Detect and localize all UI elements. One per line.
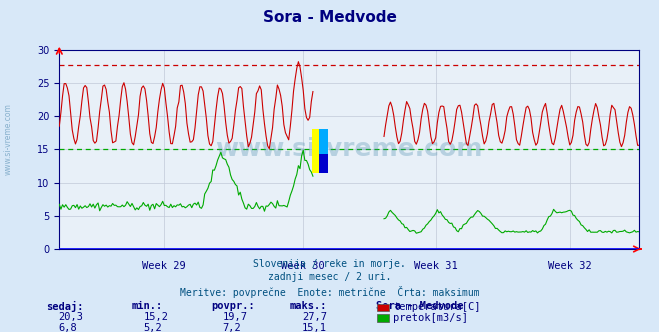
Text: Meritve: povprečne  Enote: metrične  Črta: maksimum: Meritve: povprečne Enote: metrične Črta:… [180, 286, 479, 297]
Text: Week 29: Week 29 [142, 261, 186, 271]
Text: zadnji mesec / 2 uri.: zadnji mesec / 2 uri. [268, 272, 391, 282]
Text: Week 30: Week 30 [281, 261, 325, 271]
Text: 15,2: 15,2 [144, 312, 169, 322]
Text: 6,8: 6,8 [58, 323, 76, 332]
Text: 27,7: 27,7 [302, 312, 327, 322]
Text: povpr.:: povpr.: [211, 301, 254, 311]
Text: min.:: min.: [132, 301, 163, 311]
FancyBboxPatch shape [319, 129, 328, 173]
Text: pretok[m3/s]: pretok[m3/s] [393, 313, 469, 323]
Text: Slovenija / reke in morje.: Slovenija / reke in morje. [253, 259, 406, 269]
Text: 15,1: 15,1 [302, 323, 327, 332]
FancyBboxPatch shape [312, 129, 320, 173]
Text: Sora - Medvode: Sora - Medvode [262, 10, 397, 25]
Text: www.si-vreme.com: www.si-vreme.com [3, 104, 13, 175]
Text: sedaj:: sedaj: [46, 301, 84, 312]
Text: 20,3: 20,3 [58, 312, 83, 322]
Text: www.si-vreme.com: www.si-vreme.com [215, 137, 483, 161]
Text: 5,2: 5,2 [144, 323, 162, 332]
Text: 19,7: 19,7 [223, 312, 248, 322]
Text: Week 31: Week 31 [415, 261, 458, 271]
FancyBboxPatch shape [319, 129, 328, 154]
Text: 7,2: 7,2 [223, 323, 241, 332]
Text: Sora - Medvode: Sora - Medvode [376, 301, 463, 311]
Text: maks.:: maks.: [290, 301, 328, 311]
Text: temperatura[C]: temperatura[C] [393, 302, 481, 312]
Text: Week 32: Week 32 [548, 261, 592, 271]
